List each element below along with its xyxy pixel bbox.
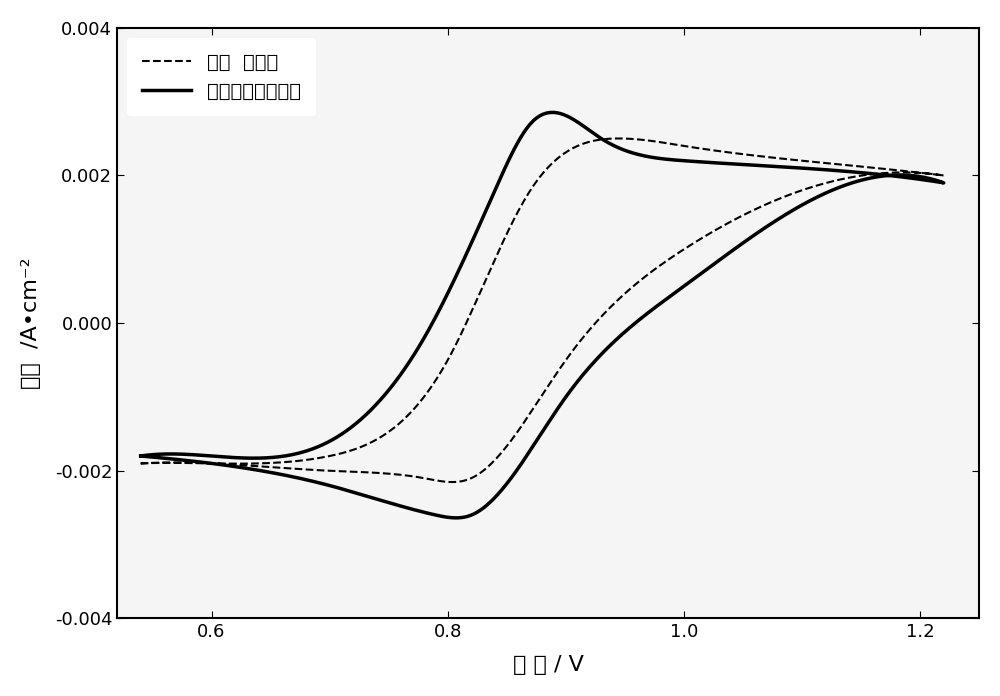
空白  电解液	[450, 477, 462, 486]
空白  电解液	[447, 478, 459, 487]
Legend: 空白  电解液, 含硅钨酸的电解液: 空白 电解液, 含硅钨酸的电解液	[127, 38, 316, 116]
空白  电解液	[803, 184, 815, 192]
空白  电解液	[267, 459, 279, 467]
X-axis label: 电 位 / V: 电 位 / V	[513, 655, 584, 675]
含硅钨酸的电解液	[450, 514, 462, 522]
含硅钨酸的电解液	[449, 514, 461, 522]
含硅钨酸的电解液	[547, 108, 559, 116]
空白  电解液	[299, 465, 311, 473]
空白  电解液	[619, 289, 631, 297]
空白  电解液	[260, 463, 272, 471]
空白  电解液	[135, 459, 147, 468]
空白  电解液	[613, 134, 625, 143]
Y-axis label: 电流  /A•cm⁻²: 电流 /A•cm⁻²	[21, 258, 41, 389]
Line: 含硅钨酸的电解液: 含硅钨酸的电解液	[141, 112, 944, 518]
含硅钨酸的电解液	[135, 452, 147, 460]
含硅钨酸的电解液	[260, 468, 272, 476]
含硅钨酸的电解液	[299, 475, 311, 484]
含硅钨酸的电解液	[135, 452, 147, 460]
空白  电解液	[135, 459, 147, 468]
含硅钨酸的电解液	[803, 197, 815, 205]
含硅钨酸的电解液	[619, 328, 631, 336]
含硅钨酸的电解液	[267, 453, 279, 461]
Line: 空白  电解液: 空白 电解液	[141, 139, 944, 482]
